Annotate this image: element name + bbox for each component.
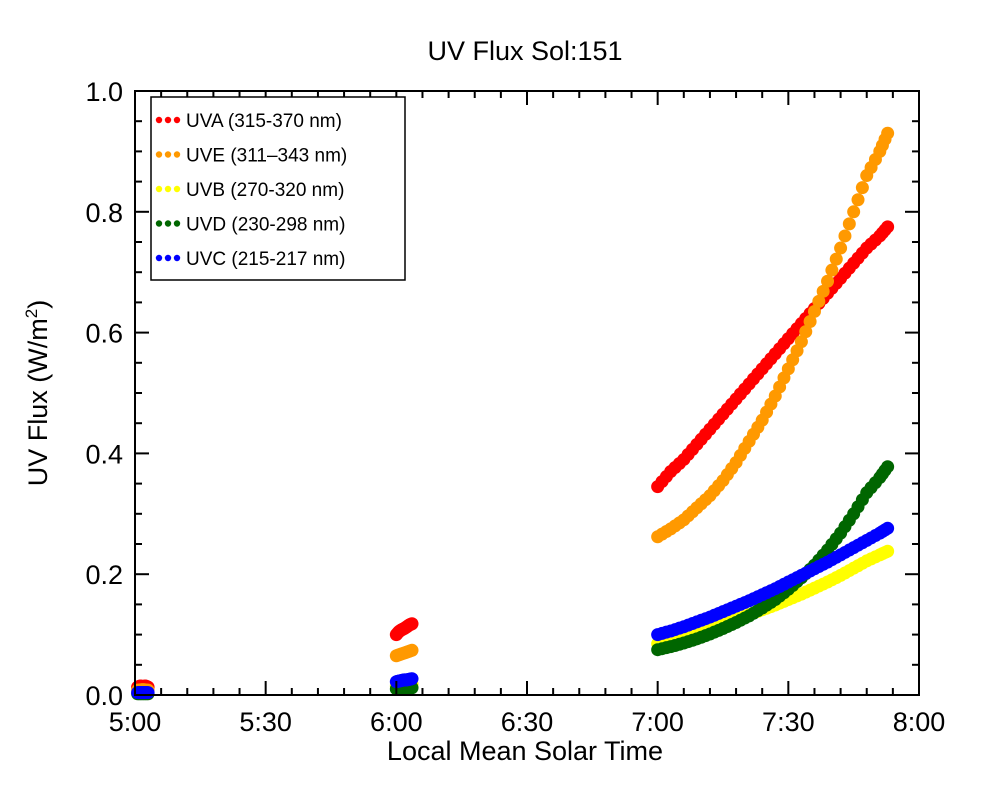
- legend-label: UVE (311–343 nm): [186, 146, 347, 167]
- legend-marker: [155, 254, 163, 262]
- x-tick-label: 7:30: [762, 707, 815, 737]
- series-point: [847, 205, 861, 219]
- series-point: [855, 181, 869, 195]
- legend-marker: [173, 220, 181, 227]
- legend-label: UVB (270-320 nm): [186, 180, 344, 201]
- x-tick-label: 8:00: [893, 707, 946, 737]
- series-point: [851, 193, 865, 207]
- y-tick-label: 0.8: [85, 198, 123, 228]
- series-point: [838, 229, 852, 243]
- legend-box: [150, 96, 406, 281]
- legend-label: UVD (230-298 nm): [186, 215, 345, 236]
- legend-marker: [164, 151, 172, 158]
- series-point: [881, 544, 895, 558]
- series-point: [405, 672, 419, 686]
- series-point: [842, 217, 856, 231]
- legend-marker: [164, 220, 172, 227]
- legend-marker: [173, 116, 181, 124]
- series-point: [405, 617, 419, 631]
- y-tick-label: 0.4: [85, 439, 123, 469]
- x-tick-label: 5:30: [239, 707, 292, 737]
- series-layer: [131, 126, 895, 701]
- axis-ticks: 5:00 5:30 6:00 6:30 7:00 7:30 8:00 0.0 0.2 0.4 0.6…: [85, 77, 945, 737]
- series-0: [131, 220, 895, 694]
- legend-item: UVD (230-298 nm): [155, 215, 345, 236]
- legend-marker: [155, 151, 163, 158]
- y-tick-label: 0.2: [85, 560, 123, 590]
- series-point: [825, 263, 839, 277]
- series-point: [141, 686, 155, 700]
- legend-label: UVC (215-217 nm): [186, 249, 345, 270]
- series-point: [799, 325, 813, 339]
- legend: UVA (315-370 nm) UVE (311–343 nm) UVB (270…: [150, 96, 406, 281]
- series-point: [821, 274, 835, 288]
- legend-marker: [164, 185, 172, 193]
- legend-marker: [155, 220, 163, 227]
- x-tick-label: 7:00: [631, 707, 684, 737]
- series-4: [131, 521, 895, 700]
- y-axis-label: UV Flux (W/m2): [22, 300, 53, 486]
- legend-item: UVE (311–343 nm): [155, 146, 347, 167]
- y-axis-label-superscript: 2: [22, 309, 41, 318]
- series-point: [816, 284, 830, 298]
- y-axis-label-close: ): [23, 300, 53, 309]
- series-point: [881, 460, 895, 474]
- legend-item: UVA (315-370 nm): [155, 111, 342, 132]
- series-2: [131, 544, 895, 700]
- series-point: [405, 643, 419, 657]
- legend-marker: [164, 116, 172, 124]
- legend-marker: [173, 254, 181, 262]
- y-tick-label: 0.0: [85, 681, 123, 711]
- x-axis-label: Local Mean Solar Time: [387, 736, 663, 766]
- series-point: [834, 241, 848, 255]
- legend-item: UVB (270-320 nm): [155, 180, 344, 201]
- series-point: [881, 521, 895, 535]
- legend-marker: [173, 151, 181, 158]
- x-tick-label: 6:30: [501, 707, 554, 737]
- y-axis-label-main: UV Flux (W/m: [23, 318, 53, 486]
- legend-marker: [155, 116, 163, 124]
- x-tick-label: 5:00: [109, 707, 162, 737]
- y-tick-label: 1.0: [85, 77, 123, 107]
- series-point: [812, 294, 826, 308]
- series-point: [881, 126, 895, 140]
- legend-label: UVA (315-370 nm): [186, 111, 342, 132]
- legend-marker: [173, 185, 181, 193]
- y-tick-label: 0.6: [85, 319, 123, 349]
- series-point: [829, 252, 843, 266]
- series-point: [881, 220, 895, 234]
- series-point: [794, 335, 808, 349]
- legend-item: UVC (215-217 nm): [155, 249, 345, 270]
- series-point: [803, 315, 817, 329]
- legend-marker: [164, 254, 172, 262]
- legend-marker: [155, 185, 163, 193]
- chart-title: UV Flux Sol:151: [427, 36, 622, 66]
- x-tick-label: 6:00: [370, 707, 423, 737]
- series-point: [807, 304, 821, 318]
